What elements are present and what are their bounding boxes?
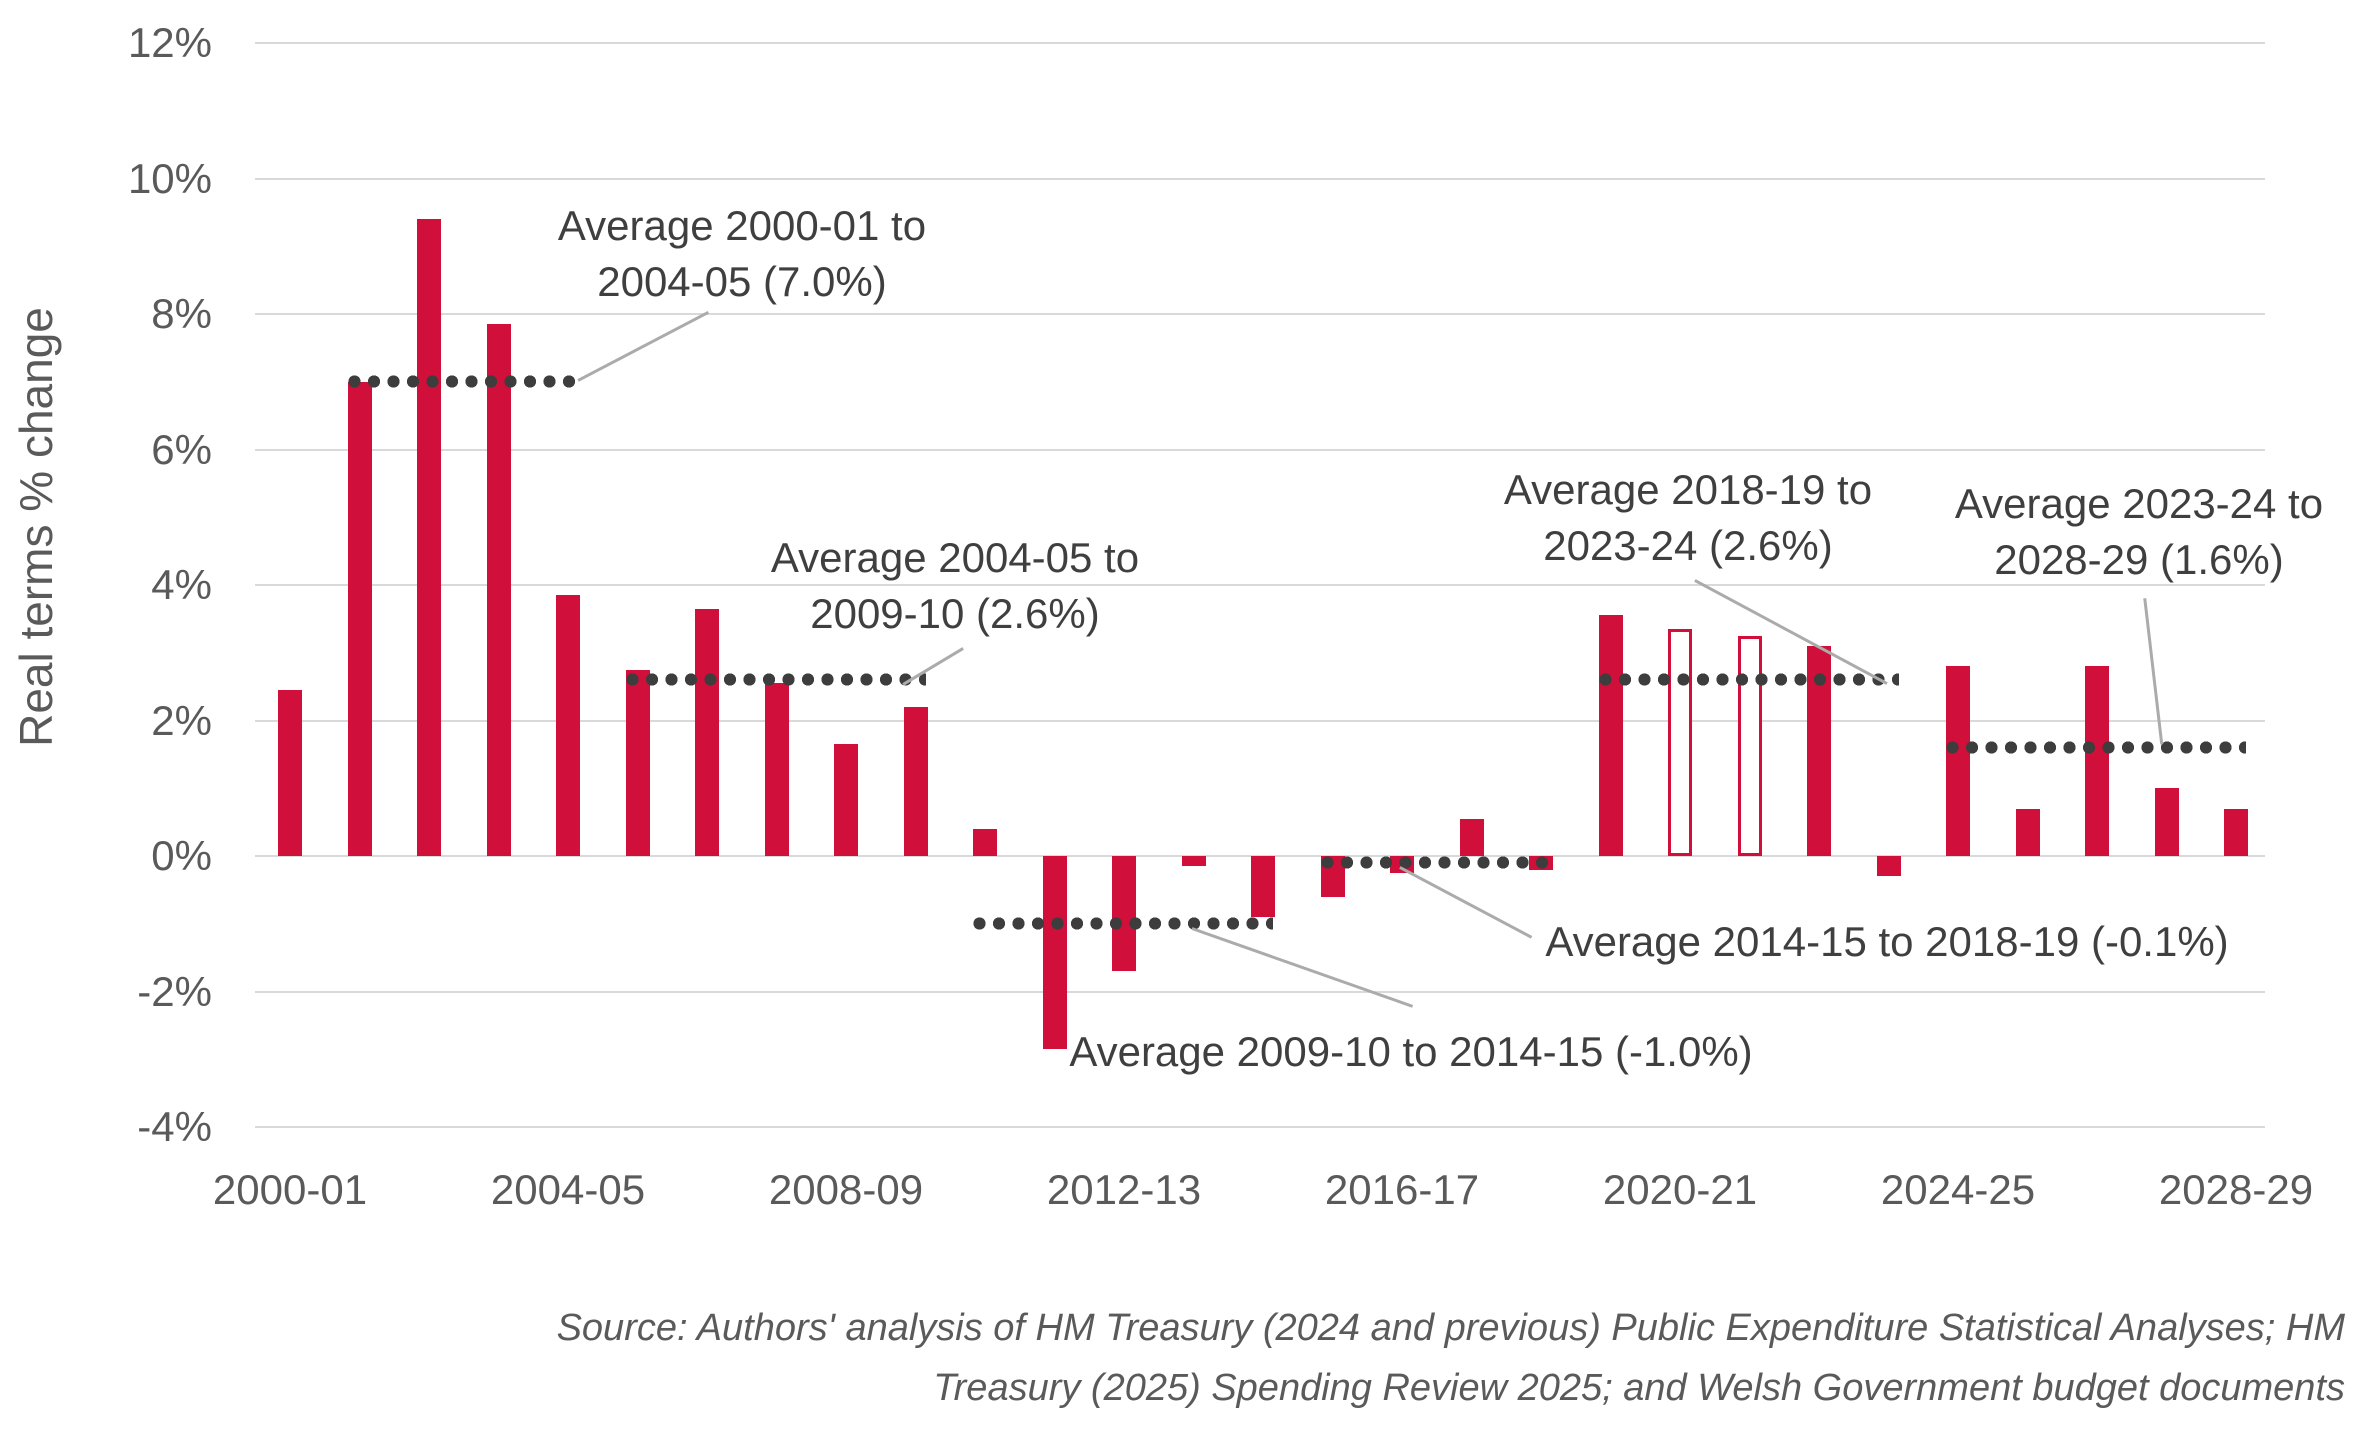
x-tick-label-2004-05: 2004-05	[490, 1166, 646, 1213]
y-tick-label: 0%	[151, 832, 212, 879]
y-tick-label: 8%	[151, 290, 212, 337]
gridline-12%	[255, 42, 2265, 44]
annotation-leader-line	[1399, 866, 1533, 939]
bar-2003-04	[486, 324, 511, 856]
average-dotted-line-2024-25-2028-29	[1946, 741, 2246, 755]
y-tick-label: -4%	[137, 1103, 212, 1150]
average-dotted-line-2015-16-2018-19	[1320, 856, 1551, 870]
bar-2020-21	[1668, 629, 1692, 856]
annotation-leader-line	[1191, 927, 1414, 1008]
gridline-4%	[255, 584, 2265, 586]
average-dotted-line-2001-02-2004-05	[347, 375, 578, 389]
average-dotted-line-2019-20-2023-24	[1598, 673, 1899, 687]
bar-2004-05	[556, 595, 580, 856]
bar-2014-15	[1251, 856, 1275, 917]
annotation-line: 2023-24 (2.6%)	[1543, 522, 1833, 569]
annotation-leader-line	[2143, 598, 2164, 745]
bar-2019-20	[1598, 615, 1623, 856]
bar-2012-13	[1112, 856, 1136, 972]
x-tick-label-2012-13: 2012-13	[1046, 1166, 1202, 1213]
annotation-line: 2028-29 (1.6%)	[1994, 536, 2284, 583]
annotation-average-2001-02-2004-05: Average 2000-01 to 2004-05 (7.0%)	[558, 198, 926, 310]
annotation-line: Average 2009-10 to 2014-15 (-1.0%)	[1069, 1028, 1753, 1075]
bar-2017-18	[1459, 818, 1484, 856]
annotation-average-2005-06-2009-10: Average 2004-05 to 2009-10 (2.6%)	[771, 530, 1139, 642]
source-credit: Source: Authors' analysis of HM Treasury…	[345, 1298, 2345, 1418]
gridline--4%	[255, 1126, 2265, 1128]
annotation-line: Average 2018-19 to	[1503, 466, 1873, 513]
annotation-average-2015-16-2018-19: Average 2014-15 to 2018-19 (-0.1%)	[1545, 914, 2228, 970]
x-tick-label-2024-25: 2024-25	[1880, 1166, 2036, 1213]
annotation-average-2010-11-2014-15: Average 2009-10 to 2014-15 (-1.0%)	[1069, 1024, 1752, 1080]
annotation-line: Average 2004-05 to	[770, 534, 1140, 581]
bar-2024-25	[1946, 666, 1970, 856]
y-tick-label: 2%	[151, 696, 212, 744]
annotation-line: Average 2014-15 to 2018-19 (-0.1%)	[1545, 918, 2229, 965]
x-tick-label-2008-09: 2008-09	[768, 1166, 924, 1213]
bar-2026-27	[2085, 666, 2109, 856]
y-tick-label: 12%	[127, 19, 212, 66]
y-tick-label: 4%	[151, 561, 212, 608]
gridline-6%	[255, 448, 2265, 451]
bar-2013-14	[1181, 856, 1206, 867]
bar-2008-09	[834, 744, 858, 856]
y-tick-label: 10%	[127, 154, 212, 202]
source-line-1: Source: Authors' analysis of HM Treasury…	[556, 1307, 2345, 1349]
source-line-2: Treasury (2025) Spending Review 2025; an…	[933, 1367, 2345, 1409]
bar-2009-10	[903, 706, 928, 856]
x-tick-label-2016-17: 2016-17	[1324, 1166, 1480, 1213]
bar-2027-28	[2154, 788, 2179, 856]
bar-2025-26	[2015, 808, 2040, 856]
gridline-10%	[255, 177, 2265, 180]
bar-2028-29	[2224, 808, 2248, 856]
bar-2010-11	[973, 828, 997, 856]
bar-2023-24	[1876, 856, 1901, 877]
x-tick-label-2000-01: 2000-01	[212, 1166, 368, 1213]
annotation-leader-line	[1694, 579, 1888, 685]
x-tick-label-2020-21: 2020-21	[1602, 1166, 1758, 1213]
y-axis-title: Real terms % change	[10, 307, 62, 747]
average-dotted-line-2010-11-2014-15	[973, 917, 1273, 931]
annotation-average-2019-20-2023-24: Average 2018-19 to 2023-24 (2.6%)	[1504, 462, 1872, 574]
bar-2021-22	[1737, 635, 1762, 856]
bar-2002-03	[417, 219, 441, 856]
y-tick-label: 6%	[151, 425, 212, 473]
gridline-2%	[255, 719, 2265, 722]
gridline--2%	[255, 990, 2265, 993]
bar-2011-12	[1042, 856, 1067, 1050]
annotation-average-2024-25-2028-29: Average 2023-24 to 2028-29 (1.6%)	[1955, 476, 2323, 588]
bar-2000-01	[278, 690, 302, 856]
average-dotted-line-2005-06-2009-10	[625, 673, 926, 687]
annotation-line: Average 2000-01 to	[557, 202, 927, 249]
annotation-leader-line	[902, 647, 964, 686]
annotation-line: 2009-10 (2.6%)	[810, 590, 1100, 637]
gridline-8%	[255, 313, 2265, 315]
bar-2001-02	[347, 381, 372, 856]
bar-2007-08	[764, 683, 789, 856]
annotation-line: Average 2023-24 to	[1954, 480, 2324, 527]
bar-2006-07	[695, 608, 719, 856]
annotation-line: 2004-05 (7.0%)	[597, 258, 887, 305]
x-tick-label-2028-29: 2028-29	[2158, 1166, 2314, 1213]
bar-2005-06	[625, 669, 650, 856]
y-tick-label: -2%	[137, 967, 212, 1015]
annotation-leader-line	[577, 311, 709, 382]
